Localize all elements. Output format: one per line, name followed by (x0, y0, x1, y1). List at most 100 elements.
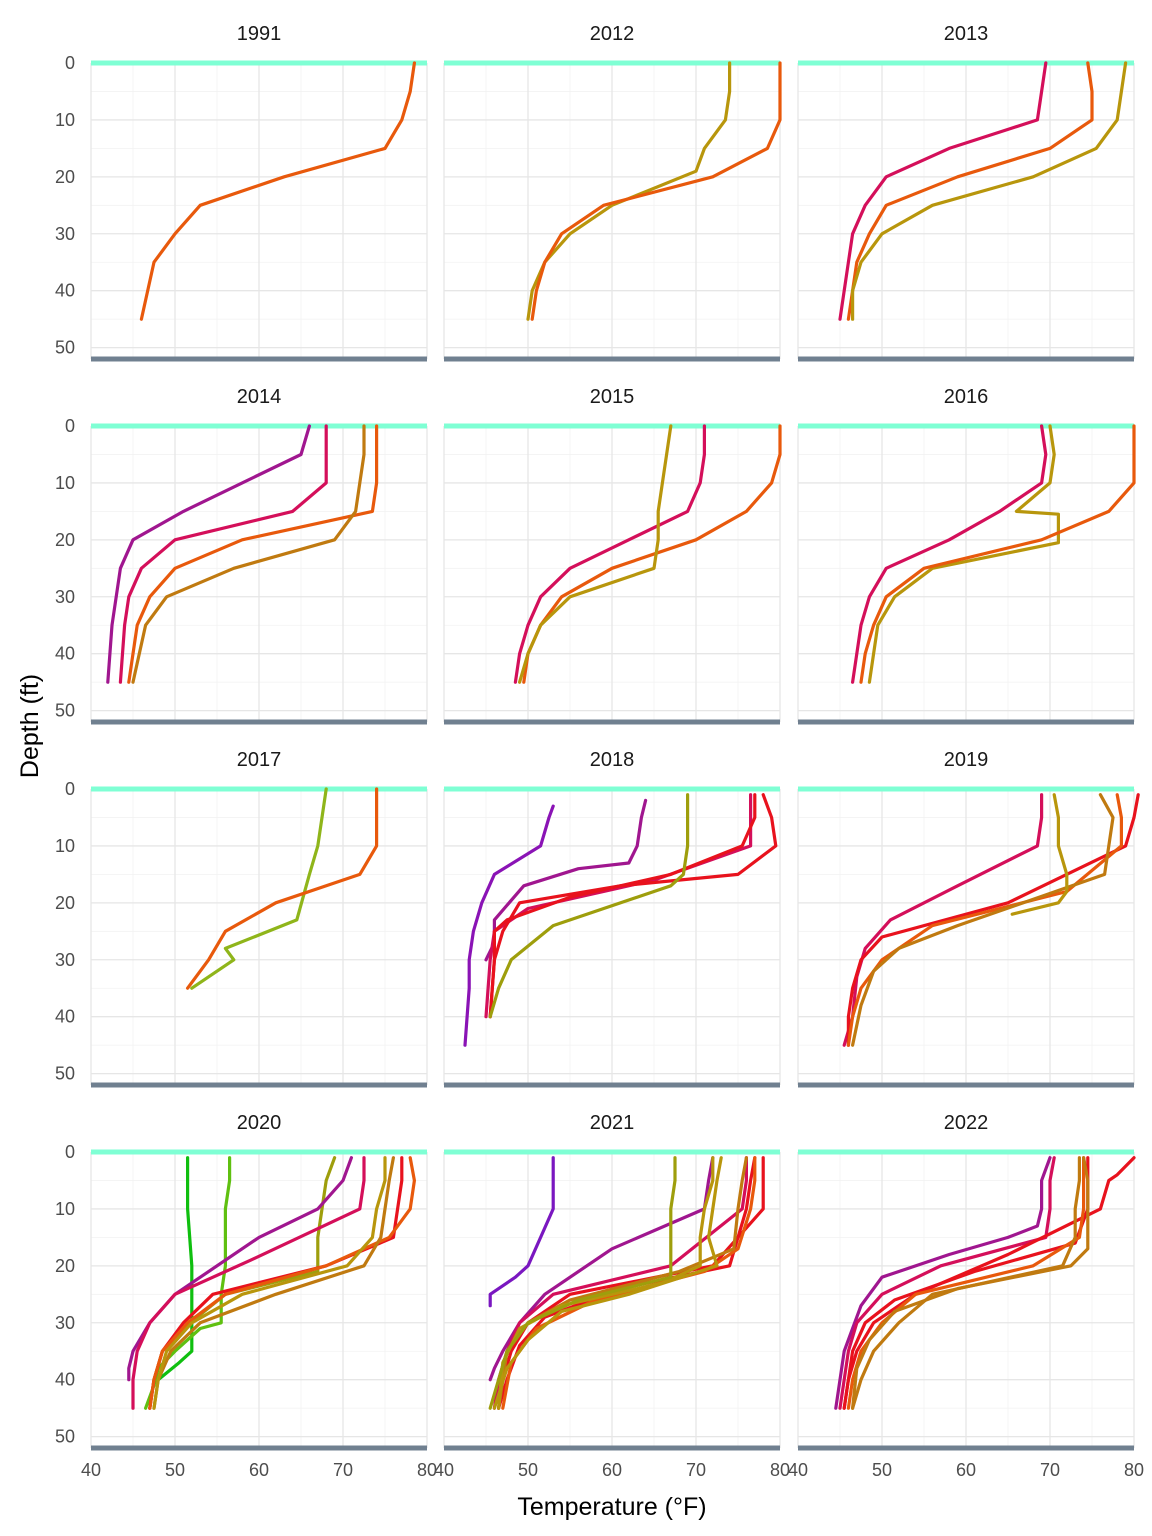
panel-title: 2020 (237, 1112, 282, 1134)
panel-2018: 2018 (443, 749, 781, 1088)
profile-line (867, 424, 1061, 684)
profile-line (190, 787, 328, 990)
x-tick-label: 50 (518, 1460, 538, 1480)
x-tick-label: 80 (770, 1460, 790, 1480)
profile-line (1010, 793, 1069, 916)
y-tick-label: 50 (55, 1427, 75, 1447)
y-tick-label: 0 (65, 416, 75, 436)
y-tick-label: 30 (55, 587, 75, 607)
panel-2017: 2017 0 10 20 30 40 50 (55, 749, 428, 1088)
x-tick-label: 50 (165, 1460, 185, 1480)
profile-line (131, 424, 366, 684)
y-tick-label: 0 (65, 1142, 75, 1162)
profile-line (850, 1156, 1082, 1410)
x-axis-title: Temperature (°F) (517, 1493, 706, 1521)
profile-line (846, 61, 1094, 321)
x-tick-label: 70 (1040, 1460, 1060, 1480)
profile-line (838, 1156, 1056, 1410)
y-tick-label: 10 (55, 473, 75, 493)
panel-title: 2018 (590, 749, 635, 771)
y-tick-label: 40 (55, 1370, 75, 1390)
profile-line (513, 424, 707, 684)
y-tick-label: 20 (55, 167, 75, 187)
panel-title: 2016 (944, 386, 989, 408)
profile-line (139, 61, 416, 321)
y-tick-label: 20 (55, 530, 75, 550)
x-tick-label: 40 (788, 1460, 808, 1480)
profile-line (850, 793, 1115, 1047)
profile-line (522, 424, 782, 684)
panel-title: 2017 (237, 749, 282, 771)
panel-2020: 2020 0 10 20 30 40 50 40 50 60 70 80 (55, 1112, 437, 1480)
y-tick-label: 40 (55, 281, 75, 301)
x-tick-label: 70 (686, 1460, 706, 1480)
profile-line (526, 61, 732, 321)
panel-title: 2022 (944, 1112, 989, 1134)
y-tick-label: 10 (55, 110, 75, 130)
panel-2019: 2019 (797, 749, 1140, 1088)
y-tick-label: 50 (55, 701, 75, 721)
y-tick-label: 30 (55, 224, 75, 244)
y-tick-label: 30 (55, 1313, 75, 1333)
x-tick-label: 50 (872, 1460, 892, 1480)
profile-line (152, 1156, 387, 1410)
panel-2015: 2015 (443, 386, 782, 725)
profile-line (148, 1156, 416, 1410)
panel-2014: 2014 0 10 20 30 40 50 (55, 386, 428, 725)
profile-line (106, 424, 311, 684)
panel-title: 2012 (590, 23, 635, 45)
profile-line (530, 61, 782, 321)
panel-title: 2013 (944, 23, 989, 45)
y-tick-label: 0 (65, 779, 75, 799)
profile-line (838, 61, 1048, 321)
y-tick-label: 10 (55, 836, 75, 856)
y-tick-label: 40 (55, 644, 75, 664)
profile-line (846, 793, 1140, 1047)
profile-line (859, 424, 1136, 684)
y-tick-label: 10 (55, 1199, 75, 1219)
y-tick-label: 30 (55, 950, 75, 970)
profile-line (463, 804, 555, 1047)
profile-line (488, 793, 757, 1019)
profile-line (850, 424, 1048, 684)
y-tick-label: 0 (65, 53, 75, 73)
panel-title: 2019 (944, 749, 989, 771)
panel-2012: 2012 (443, 23, 782, 362)
panel-title: 1991 (237, 23, 282, 45)
profile-line (484, 793, 753, 1019)
y-axis-title: Depth (ft) (16, 674, 44, 778)
profile-line (850, 61, 1128, 321)
profile-line (842, 793, 1044, 1047)
panel-1991: 1991 0 10 20 30 40 50 (55, 23, 428, 362)
profile-line (152, 1156, 194, 1382)
x-tick-label: 80 (417, 1460, 437, 1480)
y-tick-label: 50 (55, 338, 75, 358)
profile-line (488, 793, 778, 1019)
x-tick-label: 60 (956, 1460, 976, 1480)
profile-line (131, 1156, 366, 1410)
profile-line (850, 1156, 1090, 1410)
x-tick-label: 60 (602, 1460, 622, 1480)
panel-2022: 2022 40 50 60 70 80 (788, 1112, 1144, 1480)
x-tick-label: 60 (249, 1460, 269, 1480)
y-tick-label: 50 (55, 1064, 75, 1084)
y-tick-label: 40 (55, 1007, 75, 1027)
panel-title: 2014 (237, 386, 282, 408)
profile-line (492, 1156, 723, 1410)
panel-2013: 2013 (797, 23, 1135, 362)
y-tick-label: 20 (55, 893, 75, 913)
panel-title: 2021 (590, 1112, 635, 1134)
panel-2016: 2016 (797, 386, 1136, 725)
profile-line (488, 1156, 555, 1308)
profile-line (127, 424, 379, 684)
profile-line (834, 1156, 1052, 1410)
profile-line (186, 787, 379, 990)
profile-line (846, 793, 1124, 1047)
profile-line (488, 1156, 715, 1382)
profile-line (484, 798, 648, 962)
profile-line (488, 793, 690, 1019)
profile-line (517, 424, 673, 684)
panel-2021: 2021 40 50 60 70 80 (434, 1112, 790, 1480)
x-tick-label: 70 (333, 1460, 353, 1480)
